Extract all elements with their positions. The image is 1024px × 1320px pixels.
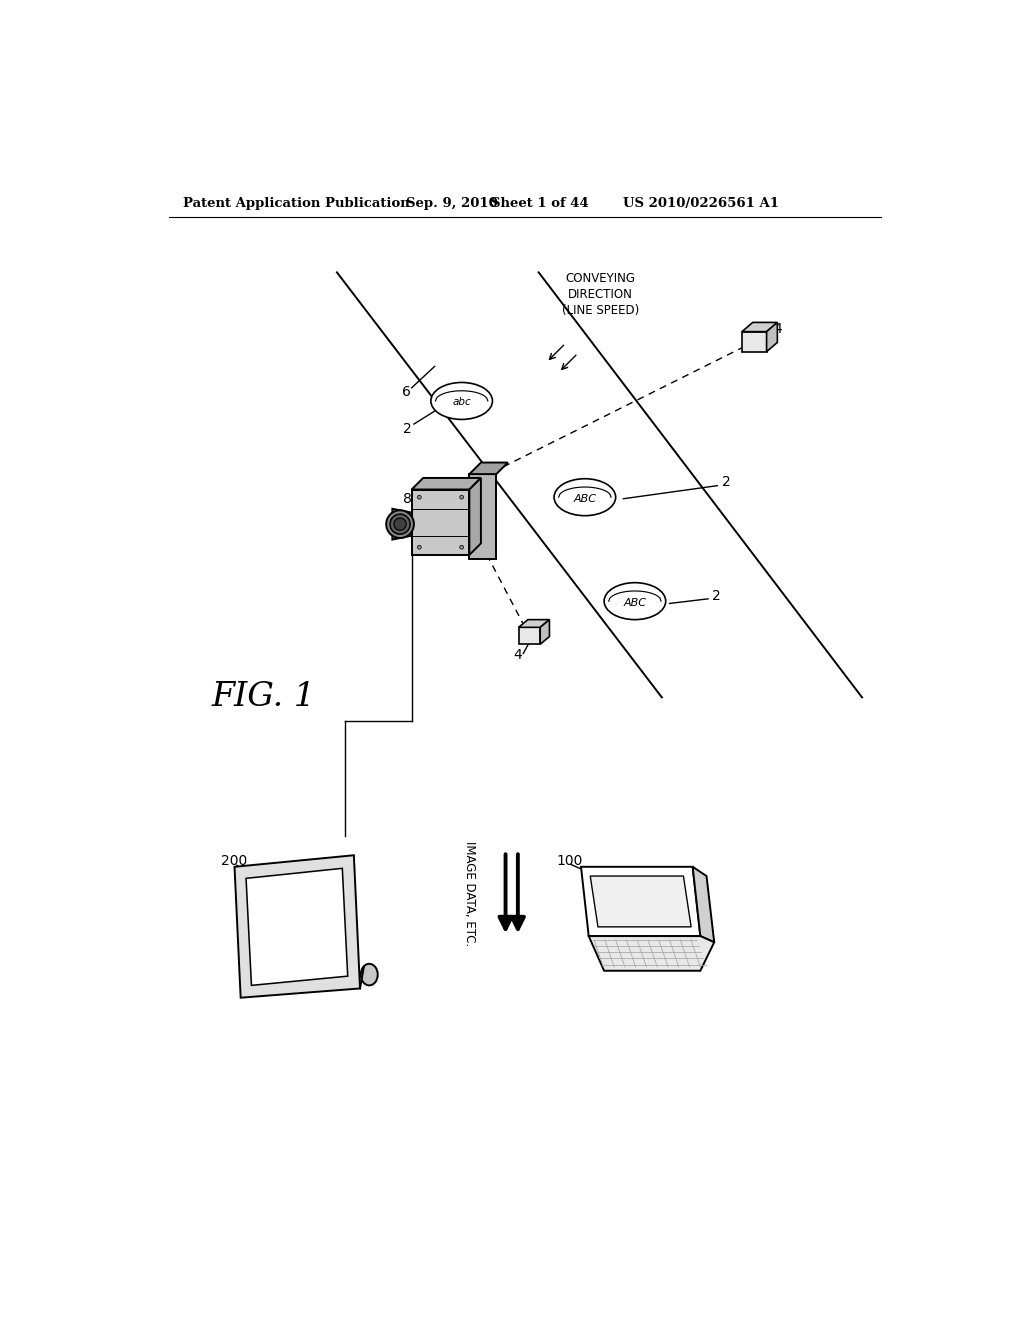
Polygon shape (469, 462, 508, 474)
Ellipse shape (604, 582, 666, 619)
Polygon shape (742, 322, 777, 331)
Text: Patent Application Publication: Patent Application Publication (183, 197, 410, 210)
Text: ABC: ABC (573, 494, 596, 504)
Text: 200: 200 (221, 854, 248, 867)
Ellipse shape (390, 515, 410, 535)
Text: abc: abc (453, 397, 471, 408)
Polygon shape (518, 627, 541, 644)
Text: 100: 100 (556, 854, 583, 867)
Polygon shape (581, 867, 700, 936)
Text: FIG. 1: FIG. 1 (211, 681, 315, 713)
Ellipse shape (394, 517, 407, 531)
Ellipse shape (418, 495, 421, 499)
Text: 4: 4 (513, 648, 521, 663)
Text: 6: 6 (401, 385, 411, 400)
Polygon shape (589, 936, 714, 970)
Text: CONVEYING
DIRECTION
(LINE SPEED): CONVEYING DIRECTION (LINE SPEED) (562, 272, 639, 317)
Text: 2: 2 (722, 475, 731, 488)
Polygon shape (518, 619, 550, 627)
Polygon shape (469, 478, 481, 554)
Polygon shape (412, 478, 481, 490)
Text: Sep. 9, 2010: Sep. 9, 2010 (407, 197, 498, 210)
Text: Sheet 1 of 44: Sheet 1 of 44 (490, 197, 589, 210)
Ellipse shape (460, 545, 464, 549)
Polygon shape (541, 619, 550, 644)
Polygon shape (590, 876, 691, 927)
Polygon shape (742, 331, 767, 351)
Polygon shape (234, 855, 360, 998)
Polygon shape (392, 508, 412, 540)
Polygon shape (469, 474, 497, 558)
Polygon shape (767, 322, 777, 351)
Text: 2: 2 (712, 589, 721, 603)
Ellipse shape (431, 383, 493, 420)
Polygon shape (692, 867, 714, 942)
Ellipse shape (386, 511, 414, 539)
Text: 4: 4 (773, 322, 782, 337)
Text: 8: 8 (403, 492, 413, 506)
Ellipse shape (554, 479, 615, 516)
Text: IMAGE DATA, ETC.: IMAGE DATA, ETC. (463, 841, 476, 946)
Ellipse shape (460, 495, 464, 499)
Polygon shape (246, 869, 348, 985)
Text: 2: 2 (403, 422, 412, 437)
Text: ABC: ABC (624, 598, 646, 607)
Ellipse shape (360, 964, 378, 985)
Ellipse shape (418, 545, 421, 549)
Text: US 2010/0226561 A1: US 2010/0226561 A1 (624, 197, 779, 210)
Polygon shape (412, 490, 469, 554)
